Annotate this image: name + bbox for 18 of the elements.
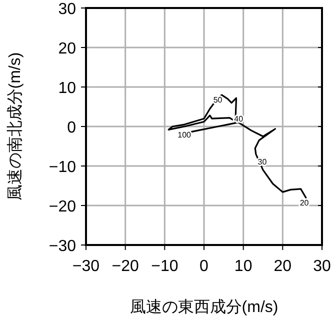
y-tick-label: 10 — [58, 80, 76, 97]
x-tick-label: 0 — [200, 258, 209, 275]
x-axis-title: 風速の東西成分(m/s) — [130, 298, 278, 316]
x-tick-label: −10 — [151, 258, 178, 275]
annotation: 20 — [300, 198, 310, 208]
line-series — [168, 94, 307, 198]
x-tick-label: 20 — [274, 258, 292, 275]
y-tick-label: 30 — [58, 1, 76, 18]
y-tick-label: −30 — [48, 238, 76, 255]
y-axis-title: 風速の南北成分(m/s) — [6, 52, 24, 201]
y-tick-label: −20 — [48, 198, 76, 216]
x-tick-label: 10 — [234, 258, 252, 275]
x-tick-label: −30 — [72, 258, 100, 275]
y-tick-label: 20 — [58, 40, 76, 58]
y-tick-label: −10 — [48, 159, 76, 176]
y-tick-label: 0 — [67, 120, 76, 136]
x-tick-label: −20 — [112, 258, 140, 275]
x-tick-label: 30 — [313, 258, 331, 275]
